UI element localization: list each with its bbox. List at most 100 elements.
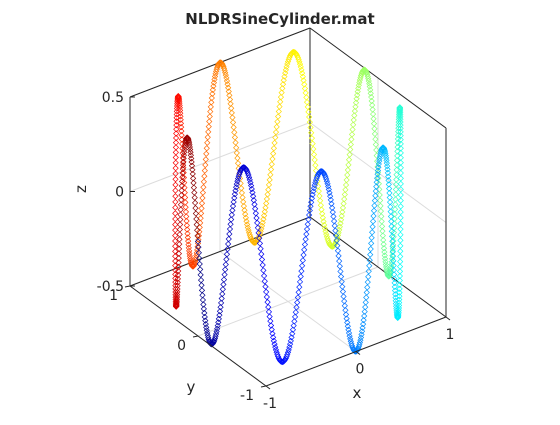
data-point [218,299,225,307]
data-point [175,259,182,266]
data-point [385,173,392,180]
data-point [392,186,400,193]
data-point [284,60,291,68]
data-point [232,139,239,146]
data-point [271,341,278,348]
data-point [182,199,189,206]
data-point [303,99,311,106]
data-point [192,210,200,217]
data-point [396,277,403,284]
data-point [337,268,344,275]
data-point [293,304,300,311]
z-tick-label: 0.5 [102,90,124,106]
data-point [317,202,324,209]
data-point [196,228,203,235]
data-point [178,187,185,194]
data-point [327,193,334,200]
data-point [193,249,200,256]
data-point [273,123,280,130]
data-point [219,290,226,298]
data-point [393,171,400,178]
data-point [297,273,304,280]
data-point [174,94,181,101]
data-point [391,279,398,287]
data-point [306,113,313,121]
data-point [188,155,195,162]
data-point [203,324,210,331]
data-point [340,293,347,300]
data-point [205,123,212,130]
data-point [330,213,337,220]
data-point [297,63,304,70]
data-point [384,169,391,176]
data-point [390,237,397,245]
data-point [310,188,317,195]
z-tick-label: 0 [115,185,124,201]
data-point [369,110,377,118]
data-point [290,322,297,329]
data-point [173,130,180,137]
data-point [280,77,287,84]
data-point [205,128,212,135]
data-point [185,238,192,245]
data-point [270,337,277,344]
data-point [193,215,200,223]
data-point [177,201,185,208]
data-point [202,317,209,324]
data-point [396,289,403,296]
data-point [397,231,404,238]
data-point [211,336,218,344]
data-point [210,79,218,86]
data-point [310,151,318,158]
data-point [292,309,299,316]
data-points [172,48,404,366]
x-tick-label: 0 [356,362,365,378]
data-point [183,217,190,225]
data-point [294,299,301,306]
data-point [216,312,223,319]
data-point [384,166,391,173]
data-point [240,203,247,210]
data-point [393,161,400,169]
data-point [388,223,395,230]
data-point [375,164,382,171]
data-point [361,312,368,320]
data-point [268,326,275,333]
data-point [383,266,390,273]
data-point [279,81,287,88]
data-point [194,227,201,234]
data-point [244,221,251,228]
data-point [294,294,301,301]
data-point [291,313,299,320]
data-point [311,182,318,189]
data-point [376,158,383,165]
data-point [296,283,303,291]
data-point [258,251,265,258]
data-point [260,216,267,223]
data-point [368,234,375,241]
data-point [360,321,367,328]
data-point [299,70,306,77]
data-point [375,160,382,168]
data-point [185,244,192,251]
data-point [338,278,345,285]
data-point [368,240,375,247]
data-point [394,144,401,151]
data-point [184,230,191,237]
data-point [315,170,322,177]
data-point [184,226,191,233]
grid-line-floor-y [197,266,379,337]
data-point [271,139,278,146]
data-point [374,167,382,174]
data-point [341,191,348,198]
data-point [308,129,315,136]
data-point [388,218,395,225]
data-point [177,113,184,120]
data-point [185,241,192,248]
x-tick-label: 1 [446,327,455,343]
data-point [180,174,188,181]
x-axis-label: x [353,384,362,402]
data-point [215,319,222,326]
data-point [254,224,261,231]
